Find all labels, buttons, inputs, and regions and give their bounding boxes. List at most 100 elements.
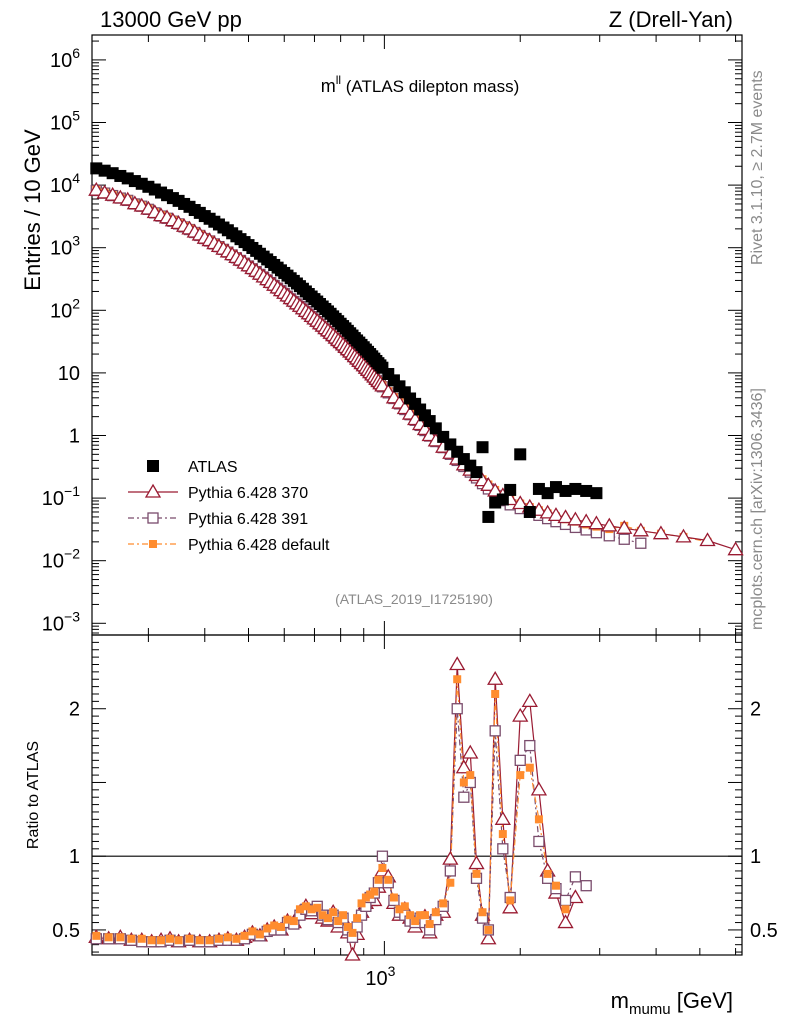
ratio-point <box>307 905 316 914</box>
ratio-point <box>283 915 292 924</box>
ratio-point <box>498 830 507 839</box>
ratio-point <box>343 922 352 931</box>
legend-label: Pythia 6.428 391 <box>188 511 308 528</box>
ratio-point <box>439 899 448 908</box>
tick-base: 10 <box>50 300 72 322</box>
main-point <box>512 495 529 510</box>
xtick-label: 103 <box>365 963 395 990</box>
ratio-point <box>147 936 156 945</box>
tick-base: 10 <box>50 50 72 72</box>
legend-marker <box>144 483 162 498</box>
ratio-ytick-label-left: 1 <box>69 846 80 868</box>
ratio-point <box>512 707 529 722</box>
main-point <box>487 482 504 497</box>
ratio-point <box>339 911 348 920</box>
tick-base: 10 <box>50 238 72 260</box>
ratio-point <box>270 921 279 930</box>
atlas-point <box>569 482 582 495</box>
tick-exp: 4 <box>72 170 80 186</box>
ratio-point <box>395 905 404 914</box>
main-point <box>588 515 605 530</box>
ratio-point <box>166 934 175 943</box>
ratio-point <box>534 815 543 824</box>
ratio-point <box>524 739 536 752</box>
ratio-point <box>276 922 285 931</box>
ratio-point <box>185 934 194 943</box>
ratio-point <box>478 908 487 917</box>
plot-title: mll (ATLAS dilepton mass) <box>321 73 520 96</box>
ratio-plot-frame <box>91 634 743 956</box>
tick-base: 10 <box>42 488 64 510</box>
ratio-series-line <box>96 679 567 941</box>
data-layer <box>88 162 744 961</box>
legend-label: Pythia 6.428 default <box>188 537 330 554</box>
ratio-point <box>420 911 429 920</box>
legend-marker <box>149 540 157 548</box>
ratio-point <box>329 908 338 917</box>
ratio-point <box>318 911 327 920</box>
header-left: 13000 GeV pp <box>100 7 242 32</box>
ratio-point <box>223 933 232 942</box>
tick-exp: 2 <box>72 295 80 311</box>
tick-base: 1 <box>69 425 80 447</box>
tick-exp: −2 <box>64 546 80 562</box>
ratio-point <box>353 914 362 923</box>
main-point <box>675 528 692 543</box>
ratio-point <box>514 754 526 766</box>
ratio-point <box>205 936 214 945</box>
tick-exp: 6 <box>72 45 80 61</box>
ratio-point <box>370 887 379 896</box>
tick-base: 10 <box>42 551 64 573</box>
tick-exp: −1 <box>64 483 80 499</box>
analysis-id: (ATLAS_2019_I1725190) <box>335 591 493 607</box>
main-ytick-label: 1 <box>69 425 80 447</box>
side-text-top: Rivet 3.1.10, ≥ 2.7M events <box>749 70 766 265</box>
tick-base: 10 <box>58 363 80 385</box>
ratio-point <box>384 875 393 884</box>
ratio-point <box>506 896 515 905</box>
ratio-ytick-label-left: 0.5 <box>52 920 80 942</box>
atlas-point <box>514 448 527 461</box>
main-point <box>578 513 595 528</box>
ratio-point <box>487 670 504 685</box>
ratio-point <box>494 811 511 825</box>
ratio-point <box>442 850 459 865</box>
ratio-point <box>374 875 383 884</box>
main-ytick-label: 102 <box>50 295 80 322</box>
ratio-point <box>361 893 370 902</box>
ylabel-ratio: Ratio to ATLAS <box>25 741 42 849</box>
side-text-bottom: mcplots.cern.ch [arXiv:1306.3436] <box>749 388 766 630</box>
main-point <box>632 522 649 537</box>
atlas-point <box>559 484 572 497</box>
ratio-point <box>295 905 304 914</box>
atlas-point <box>470 466 483 479</box>
main-ytick-label: 10−1 <box>42 483 80 510</box>
ratio-point <box>451 703 463 715</box>
ratio-ytick-label-right: 0.5 <box>750 920 778 942</box>
atlas-point <box>482 510 495 523</box>
ratio-point <box>559 894 572 907</box>
ratio-point <box>466 771 475 780</box>
ratio-point <box>357 899 366 908</box>
ratio-ytick-label-right: 1 <box>750 846 761 868</box>
ratio-point <box>569 871 582 883</box>
main-point <box>635 537 647 549</box>
ratio-point <box>489 725 501 737</box>
ratio-point <box>263 924 272 933</box>
ratio-point <box>521 693 538 708</box>
ratio-point <box>561 905 570 914</box>
main-ytick-label: 103 <box>50 233 80 260</box>
ratio-point <box>116 933 125 942</box>
main-point <box>557 509 574 524</box>
ratio-point <box>104 933 113 942</box>
ratio-point <box>431 908 440 917</box>
ratio-point <box>416 911 425 920</box>
legend-marker <box>147 512 159 524</box>
main-point <box>480 477 497 491</box>
main-ytick-label: 10−2 <box>42 546 80 573</box>
ratio-point <box>232 934 241 943</box>
legend: ATLAS Pythia 6.428 370 Pythia 6.428 391 Pyt… <box>128 459 330 554</box>
main-ytick-label: 106 <box>50 45 80 72</box>
main-point <box>616 519 633 534</box>
